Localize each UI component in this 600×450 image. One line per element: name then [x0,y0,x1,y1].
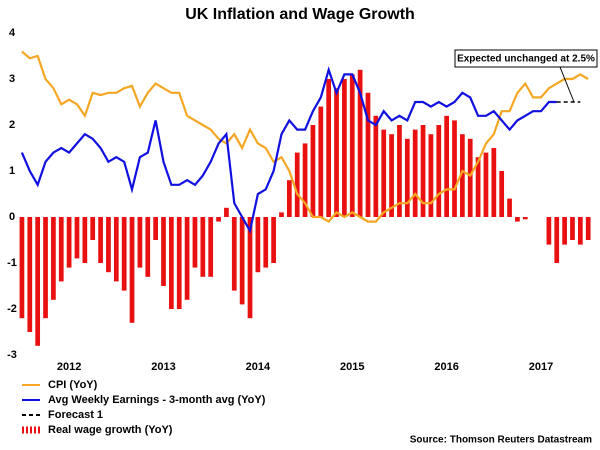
bar [507,198,512,217]
source: Source: Thomson Reuters Datastream [410,435,592,446]
bar [460,134,465,217]
bar [19,217,25,319]
bar [137,217,143,268]
x-tick-label: 2017 [529,361,553,373]
bar [412,129,418,217]
bar [342,79,347,217]
bar [169,217,174,309]
bar [585,217,591,240]
bar [216,217,221,222]
bar [239,217,245,305]
bar [58,217,64,282]
y-tick-label: 2 [9,119,15,131]
y-tick-label: 1 [9,165,15,177]
bar [389,134,394,217]
y-tick-label: 0 [9,211,15,223]
legend-label: Avg Weekly Earnings - 3-month avg (YoY) [48,394,266,406]
bar [231,217,237,291]
bar [82,217,88,263]
bar [570,217,575,240]
bar [121,217,127,291]
bar [113,217,119,282]
legend-label: Forecast 1 [48,409,103,421]
x-tick-label: 2014 [246,361,271,373]
x-tick-label: 2015 [340,361,364,373]
bar [129,217,135,323]
bar [318,106,324,217]
bar [577,217,583,245]
bar [200,217,206,277]
bar [499,171,505,217]
y-tick-label: 3 [9,73,15,85]
bar [546,217,552,245]
bar [66,217,72,268]
bar [98,217,103,263]
bar [90,217,96,240]
bar [302,143,308,217]
bar [176,217,182,309]
bar [334,88,339,217]
bar [51,217,56,300]
bar [294,152,300,217]
annotation-box [454,49,598,68]
x-tick-label: 2016 [434,361,458,373]
bar [373,115,379,217]
bar [452,120,457,217]
bar [27,217,33,332]
annotation: Expected unchanged at 2.5% [454,49,598,103]
bar [404,138,410,217]
bar [475,157,481,217]
bar [106,217,111,273]
bar [224,207,229,217]
bar [310,125,316,217]
line [21,50,589,224]
bar [192,217,198,268]
annotation-text: Expected unchanged at 2.5% [457,54,595,65]
bar [286,180,292,217]
chart-title: UK Inflation and Wage Growth [185,6,415,23]
bar [349,74,355,218]
bar [43,217,48,319]
legend-label: CPI (YoY) [48,379,98,391]
bar [381,129,387,217]
bar [74,217,80,259]
bar [326,79,332,217]
bar [279,212,284,217]
bar [271,217,276,263]
legend-label: Real wage growth (YoY) [48,424,173,436]
bar [145,217,151,277]
bar [247,217,253,319]
x-tick-label: 2013 [151,361,175,373]
bar [263,217,269,268]
bar [562,217,567,245]
y-tick-label: -1 [7,257,17,269]
bar [161,217,166,286]
annotation-pointer [559,66,575,103]
y-tick-label: -3 [7,349,17,361]
bar [491,148,497,217]
bar [35,217,41,346]
bar [420,125,426,217]
bar [467,138,473,217]
bar [184,217,190,300]
bar [357,69,363,217]
bar [153,217,158,240]
bar [397,125,402,217]
bar [208,217,214,277]
bar [255,217,261,273]
bar [554,217,560,263]
bar [428,134,434,217]
y-tick-label: 4 [9,27,16,39]
x-tick-label: 2012 [57,361,81,373]
bar [444,115,449,217]
bar [522,217,528,220]
bar [365,92,371,217]
y-tick-label: -2 [7,303,17,315]
line [20,66,557,234]
bar [483,152,489,217]
bar [515,217,520,222]
bar [436,125,442,217]
